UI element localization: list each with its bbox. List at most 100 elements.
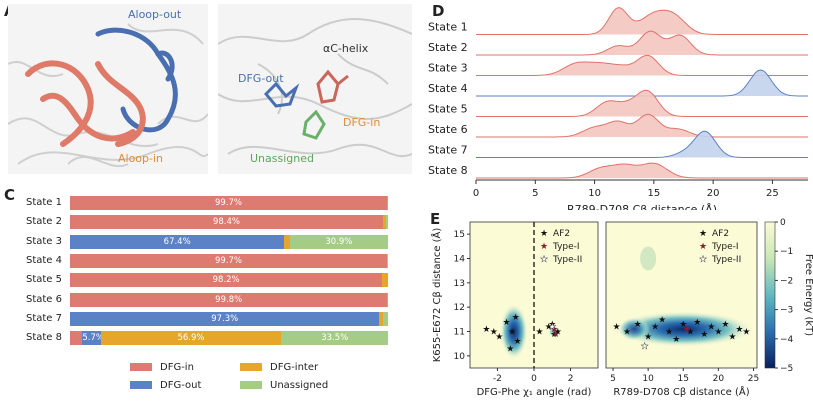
panel-c-state-label: State 6 — [25, 293, 62, 305]
panel-d-x-tick-label: 25 — [766, 188, 779, 199]
panel-e-left-af2-point: ★ — [490, 328, 498, 338]
panel-a-structure-svg — [8, 23, 208, 167]
panel-c-bar-segment-unassigned — [383, 311, 388, 326]
panel-e-right-x-tick-label: 10 — [642, 374, 654, 384]
panel-c-bar-segment-out: 97.3% — [70, 311, 380, 326]
panel-e-colorbar-tick-label: −3 — [780, 306, 793, 316]
panel-e-right-x-tick-label: 15 — [678, 374, 689, 384]
panel-e-left-af2-point: ★ — [548, 320, 556, 330]
aloop-in-label: Aloop-in — [118, 152, 164, 165]
panel-e-right-af2-point: ★ — [612, 323, 620, 333]
panel-e-colorbar-tick-label: 0 — [780, 218, 786, 228]
panel-c-legend-label: DFG-inter — [270, 362, 319, 373]
panel-c-legend-swatch — [130, 363, 152, 371]
panel-d-density-fill — [476, 114, 808, 137]
panel-e-right-density-blob — [618, 317, 651, 342]
panel-c-bar-row: 99.7% — [70, 196, 388, 210]
panel-e-right-x-tick-label: 20 — [713, 374, 725, 384]
panel-c-bar-segment-unassigned — [387, 253, 388, 268]
panel-c-bar-segment-inter — [284, 234, 290, 249]
panel-e-colorbar-tick-label: −1 — [780, 247, 793, 257]
panel-c-state-label: State 4 — [25, 254, 62, 266]
panel-e-left-x-tick-label: -2 — [493, 374, 502, 384]
unassigned-label: Unassigned — [250, 152, 314, 165]
panel-e-right-legend-label: Type-I — [711, 242, 739, 252]
panel-e-right-af2-point: ★ — [623, 328, 631, 338]
panel-e-right-type2-point: ★ — [641, 342, 649, 352]
panel-d-ridgeline-chart: State 1 State 2 State 3 State 4 State 5 State… — [428, 7, 808, 210]
panel-e-left-density-blob — [548, 325, 561, 338]
panel-e-left-af2-point: ★ — [514, 337, 522, 347]
panel-e-right-af2-point: ★ — [686, 328, 694, 338]
panel-c-bar-segment-inter: 56.9% — [100, 331, 282, 346]
panel-e-right-af2-point: ★ — [742, 328, 750, 338]
panel-c-bar-segment-unassigned: 30.9% — [289, 234, 388, 249]
panel-c-bar-segment-inter — [382, 273, 388, 288]
panel-c-bar-segment-in: 98.4% — [70, 215, 383, 230]
panel-d-density-line — [476, 30, 808, 56]
panel-e-right-af2-point: ★ — [735, 325, 743, 335]
panel-d-state-label: State 6 — [428, 123, 468, 136]
panel-e-left-legend-label: AF2 — [553, 229, 570, 239]
panel-d-density-line — [476, 7, 808, 35]
panel-c-bar-row: 98.2% — [70, 273, 388, 288]
background-protein-ribbons-b — [218, 18, 412, 157]
panel-e-y-tick-label: 13 — [454, 279, 465, 289]
panel-c-bar-value-label: 98.4% — [212, 217, 240, 228]
panel-d-state-label: State 5 — [428, 103, 468, 116]
panel-e-right-x-tick-label: 25 — [748, 374, 759, 384]
panel-d-density-fill — [476, 7, 808, 35]
panel-e-left-af2-point: ★ — [506, 345, 514, 355]
panel-c-bar-row: 67.4% 30.9% — [70, 234, 388, 249]
panel-e-y-tick-label: 14 — [454, 255, 466, 265]
panel-e-right-af2-point: ★ — [658, 315, 666, 325]
panel-c-bar-row: 5.7% 56.9% 33.5% — [70, 331, 388, 346]
panel-c-bar-chart: State 1 99.7% State 2 98.4% State 3 67.4% 30.9… — [0, 190, 410, 401]
panel-d-density-line — [476, 130, 808, 158]
panel-c-legend-swatch — [130, 381, 152, 389]
panel-d-state-label: State 1 — [428, 21, 468, 34]
panel-e-right-x-axis-label: R789-D708 Cβ distance (Å) — [613, 385, 749, 398]
panel-d-x-tick-label: 5 — [532, 188, 538, 199]
panel-e-colorbar-label: Free Energy (kT) — [803, 254, 813, 336]
panel-d-x-axis-label: R789-D708 Cβ distance (Å) — [567, 203, 717, 210]
dfg-in-sticks — [316, 69, 349, 104]
panel-c-legend-swatch — [240, 363, 262, 371]
panel-c-bar-segment-unassigned: 33.5% — [281, 331, 388, 346]
dfg-out-sticks — [263, 81, 300, 108]
panel-c-state-label: State 5 — [25, 274, 62, 286]
panel-c-bar-segment-inter — [382, 215, 387, 230]
panel-e-right-af2-point: ★ — [721, 320, 729, 330]
panel-e-left-af2-point: ★ — [535, 328, 543, 338]
panel-c-bar-row: 98.4% — [70, 215, 388, 230]
panel-e-letter: E — [430, 210, 441, 228]
panel-c-state-label: State 2 — [25, 216, 62, 228]
panel-c-bar-segment-inter — [387, 292, 388, 307]
panel-e-left-af2-point: ★ — [550, 330, 558, 340]
panel-e-right-af2-point: ★ — [672, 335, 680, 345]
panel-c-legend-label: Unassigned — [270, 380, 329, 391]
panel-c-bar-value-label: 56.9% — [177, 333, 205, 344]
panel-e-left-x-tick-label: 0 — [531, 374, 537, 384]
panel-c-bar-segment-in — [70, 331, 83, 346]
panel-e-left-af2-point: ★ — [503, 318, 511, 328]
panel-c-bar-row: 99.8% — [70, 292, 388, 307]
panel-e-y-tick-label: 12 — [454, 303, 465, 313]
panel-e-right-af2-point: ★ — [693, 318, 701, 328]
panel-c-bar-value-label: 97.3% — [211, 313, 239, 324]
panel-d-density-fill — [476, 55, 808, 76]
panel-e-left-x-tick-label: 2 — [568, 374, 574, 384]
panel-c-legend-swatch — [240, 381, 262, 389]
panel-e-colorbar-tick-label: −5 — [780, 364, 793, 374]
panel-c-bar-value-label: 99.7% — [215, 198, 243, 208]
panel-e-right-af2-point: ★ — [707, 323, 715, 333]
panel-c-bar-segment-out: 5.7% — [82, 331, 104, 346]
panel-c-legend-item: DFG-out — [130, 380, 201, 391]
panel-c-bar-segment-in: 99.7% — [70, 253, 388, 268]
panel-e-right-density-blob — [640, 246, 657, 271]
panel-d-x-tick-label: 15 — [647, 188, 660, 199]
panel-c-state-label: State 8 — [25, 332, 62, 344]
panel-c-bar-value-label: 67.4% — [163, 236, 191, 247]
panel-e-y-axis-label: K655-E672 Cβ distance (Å) — [430, 228, 443, 363]
panel-c-bar-segment-inter — [379, 311, 384, 326]
